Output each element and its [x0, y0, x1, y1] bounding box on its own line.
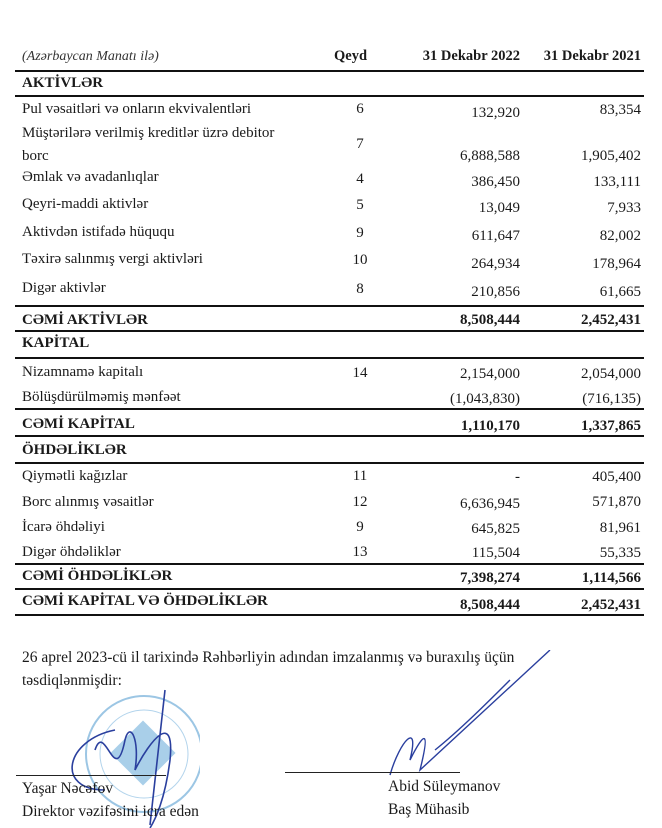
approval-text-continued: təsdiqlənmişdir:: [22, 672, 122, 689]
row-note: 14: [352, 365, 368, 381]
row-value-2021: 133,111: [593, 174, 641, 190]
row-value-2022: 13,049: [478, 200, 520, 216]
section-title-assets: AKTİVLƏR: [22, 75, 104, 91]
row-value-2021: 1,905,402: [581, 148, 641, 164]
row-value-2021: 55,335: [599, 545, 641, 561]
row-value-2021: 81,961: [599, 520, 641, 536]
divider: [15, 330, 644, 332]
row-value-2022: 6,636,945: [460, 496, 520, 512]
row-note: 7: [356, 136, 364, 152]
row-value-2022: 6,888,588: [460, 148, 520, 164]
row-value-2022: 1,110,170: [460, 418, 520, 434]
row-value-2022: 8,508,444: [460, 312, 520, 328]
row-value-2021: 1,337,865: [581, 418, 641, 434]
row-value-2021: 7,933: [607, 200, 641, 216]
row-value-2021: 83,354: [599, 102, 641, 118]
row-value-2021: 61,665: [599, 284, 641, 300]
section-title-equity: KAPİTAL: [22, 335, 90, 351]
divider: [15, 70, 644, 72]
row-label: Qiymətli kağızlar: [22, 468, 128, 484]
row-label: Borc alınmış vəsaitlər: [22, 494, 154, 510]
row-note: 9: [356, 225, 364, 241]
row-value-2021: (716,135): [582, 391, 641, 407]
accountant-signature: [389, 650, 551, 776]
divider: [15, 563, 644, 565]
row-label: CƏMİ KAPİTAL: [22, 416, 135, 432]
row-value-2022: -: [515, 469, 520, 485]
currency-note: (Azərbaycan Manatı ilə): [22, 49, 159, 64]
row-value-2021: 571,870: [592, 494, 641, 510]
row-note: 5: [356, 197, 364, 213]
row-value-2022: 264,934: [471, 256, 520, 272]
divider: [15, 435, 644, 437]
section-title-liabilities: ÖHDƏLİKLƏR: [22, 442, 127, 458]
row-value-2022: 2,154,000: [460, 366, 520, 382]
signatory-title: Direktor vəzifəsini icra edən: [22, 803, 199, 820]
row-label: CƏMİ AKTİVLƏR: [22, 312, 148, 328]
row-note: 12: [352, 494, 368, 510]
signatory-name: Yaşar Nəcəfov: [22, 780, 113, 797]
signature-line: [16, 775, 166, 776]
col-header-2022: 31 Dekabr 2022: [422, 48, 520, 64]
row-value-2022: 8,508,444: [460, 597, 520, 613]
row-label: İcarə öhdəliyi: [22, 519, 105, 535]
divider: [15, 305, 644, 307]
row-label: Qeyri-maddi aktivlər: [22, 196, 149, 212]
row-value-2021: 178,964: [592, 256, 641, 272]
col-header-note: Qeyd: [334, 48, 368, 64]
row-note: 9: [356, 519, 364, 535]
row-note: 4: [356, 171, 364, 187]
row-value-2021: 405,400: [592, 469, 641, 485]
row-label: Təxirə salınmış vergi aktivləri: [22, 251, 203, 267]
row-label: Müştərilərə verilmiş kreditlər üzrə debi…: [22, 125, 275, 141]
signatory-title: Baş Mühasib: [388, 801, 470, 818]
row-value-2022: 210,856: [471, 284, 520, 300]
divider: [15, 408, 644, 410]
row-label: Nizamnamə kapitalı: [22, 364, 144, 380]
signature-line: [285, 772, 460, 773]
row-label: Əmlak və avadanlıqlar: [22, 169, 159, 185]
row-note: 11: [352, 468, 368, 484]
divider: [15, 95, 644, 97]
divider: [15, 614, 644, 616]
row-value-2021: 2,452,431: [581, 312, 641, 328]
row-value-2022: 7,398,274: [460, 570, 520, 586]
row-label: CƏMİ KAPİTAL VƏ ÖHDƏLİKLƏR: [22, 593, 268, 609]
signatory-name: Abid Süleymanov: [388, 778, 501, 795]
approval-text: 26 aprel 2023-cü il tarixində Rəhbərliyi…: [22, 649, 515, 666]
row-note: 8: [356, 281, 364, 297]
row-value-2022: 115,504: [471, 545, 520, 561]
director-signature: [71, 689, 172, 828]
row-label: Digər aktivlər: [22, 280, 106, 296]
row-value-2021: 2,054,000: [581, 366, 641, 382]
row-value-2022: 611,647: [471, 228, 520, 244]
row-label: Bölüşdürülməmiş mənfəət: [22, 389, 181, 405]
row-note: 10: [352, 252, 368, 268]
row-label-continued: borc: [22, 148, 49, 164]
row-value-2022: 645,825: [471, 521, 520, 537]
row-note: 6: [356, 101, 364, 117]
row-label: CƏMİ ÖHDƏLİKLƏR: [22, 568, 173, 584]
row-label: Pul vəsaitləri və onların ekvivalentləri: [22, 101, 252, 117]
row-value-2022: 386,450: [471, 174, 520, 190]
row-value-2021: 82,002: [599, 228, 641, 244]
row-note: 13: [352, 544, 368, 560]
row-label: Digər öhdəliklər: [22, 544, 121, 560]
row-value-2022: (1,043,830): [450, 391, 520, 407]
divider: [15, 588, 644, 590]
row-label: Aktivdən istifadə hüququ: [22, 224, 175, 240]
divider: [15, 357, 644, 359]
row-value-2022: 132,920: [471, 105, 520, 121]
row-value-2021: 2,452,431: [581, 597, 641, 613]
divider: [15, 462, 644, 464]
col-header-2021: 31 Dekabr 2021: [543, 48, 641, 64]
row-value-2021: 1,114,566: [581, 570, 641, 586]
